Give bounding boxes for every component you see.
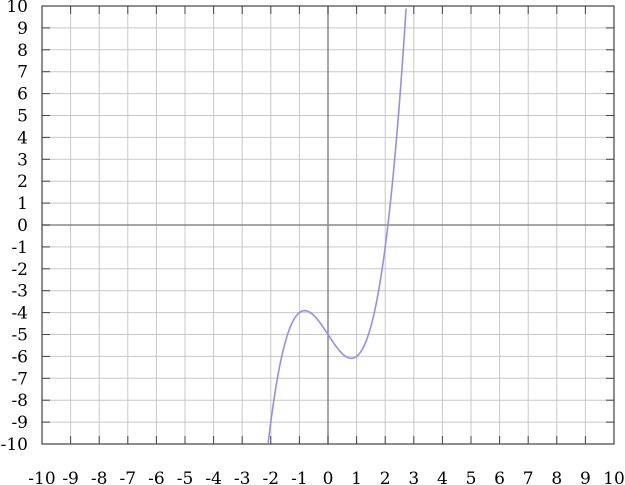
- series-line: [267, 8, 407, 443]
- x-tick-label: 6: [494, 469, 505, 485]
- y-tick-label: 10: [6, 0, 28, 17]
- x-tick-label: 1: [351, 469, 362, 485]
- y-tick-label: 6: [17, 85, 28, 105]
- x-tick-label: -1: [291, 469, 308, 485]
- x-tick-label: -4: [205, 469, 222, 485]
- x-tick-label: -10: [28, 469, 55, 485]
- y-tick-label: 2: [17, 172, 28, 192]
- y-tick-label: 0: [17, 216, 28, 236]
- x-tick-label: 5: [466, 469, 477, 485]
- x-tick-label: -8: [91, 469, 108, 485]
- series-curve: [267, 8, 407, 443]
- y-tick-label: 3: [17, 150, 28, 170]
- x-tick-label: 9: [580, 469, 591, 485]
- x-tick-label: 7: [523, 469, 534, 485]
- y-tick-label: 8: [17, 41, 28, 61]
- x-tick-label: -3: [234, 469, 251, 485]
- y-tick-label: -4: [11, 304, 28, 324]
- y-tick-label: -1: [11, 238, 28, 258]
- y-tick-label: -6: [11, 347, 28, 367]
- y-tick-label: -7: [11, 369, 28, 389]
- x-tick-label: -6: [148, 469, 165, 485]
- x-tick-label: -9: [62, 469, 79, 485]
- y-tick-label: 5: [17, 107, 28, 127]
- y-tick-label: -9: [11, 413, 28, 433]
- y-tick-label: -3: [11, 282, 28, 302]
- y-tick-label: 9: [17, 19, 28, 39]
- y-tick-label: 7: [17, 63, 28, 83]
- x-tick-label: 10: [603, 469, 625, 485]
- x-tick-labels: -10 -9 -8 -7 -6 -5 -4 -3 -2 -1 0 1 2 3 4 5 6 7 8 9 10: [28, 469, 625, 485]
- y-tick-label: -10: [1, 435, 28, 455]
- y-tick-label: 1: [17, 194, 28, 214]
- x-tick-label: 4: [437, 469, 448, 485]
- x-tick-label: 8: [551, 469, 562, 485]
- x-tick-label: -7: [120, 469, 137, 485]
- y-tick-label: -8: [11, 391, 28, 411]
- x-tick-label: 0: [323, 469, 334, 485]
- x-tick-label: 3: [408, 469, 419, 485]
- y-tick-label: -5: [11, 326, 28, 346]
- plot-frame: [41, 5, 615, 445]
- frame-border: [41, 5, 615, 445]
- y-tick-label: 4: [17, 128, 28, 148]
- y-tick-label: -2: [11, 260, 28, 280]
- x-tick-label: 2: [380, 469, 391, 485]
- x-tick-label: -5: [177, 469, 194, 485]
- x-tick-label: -2: [263, 469, 280, 485]
- axes: [42, 6, 614, 444]
